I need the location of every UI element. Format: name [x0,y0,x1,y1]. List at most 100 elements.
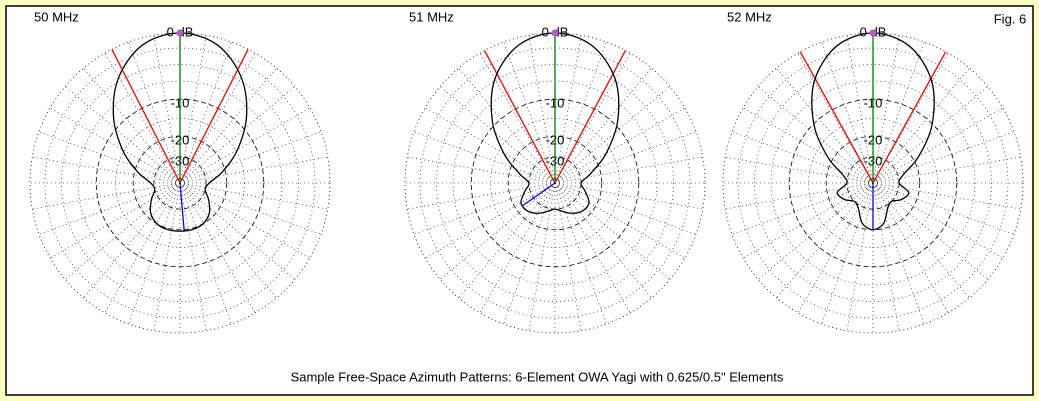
radial-grid [872,35,900,184]
back-line [179,182,185,232]
radial-grid [439,86,556,184]
radial-grid [413,131,556,184]
radial-grid [83,182,181,299]
figure-label: Fig. 6 [994,11,1027,26]
radial-grid [554,35,582,184]
radial-grid [742,107,874,184]
radial-grid [458,182,556,299]
radial-grid [179,131,322,184]
radial-grid [32,156,181,184]
ring-grid [419,47,691,319]
pattern [811,32,935,231]
radial-grid [479,52,556,184]
radial-grid [32,182,181,210]
beamwidth-line [799,51,874,184]
ring-tick [404,32,706,334]
radial-grid [757,182,874,280]
radial-grid [757,86,874,184]
ring-tick [722,32,1024,334]
radial-grid [821,182,874,325]
radial-grid [872,86,989,184]
radial-grid [554,182,671,280]
pattern [490,32,620,214]
radial-grid [64,182,181,280]
radial-grid [407,182,556,210]
radial-grid [554,41,607,184]
radial-grid [872,41,925,184]
radial-grid [458,67,556,184]
radial-grid [179,156,328,184]
ring-grid [770,80,976,286]
radial-grid [731,182,874,235]
ring-grid [737,47,1009,319]
beamwidth-line [484,50,556,184]
radial-grid [554,182,703,210]
plot-title: 51 MHz [409,9,454,24]
radial-grid [503,182,556,325]
radial-grid [872,182,900,331]
radial-grid [554,182,686,259]
radial-grid [554,182,652,299]
radial-grid [49,107,181,184]
radial-grid [479,182,556,314]
radial-grid [554,52,631,184]
radial-grid [179,182,296,280]
radial-grid [179,182,207,331]
ring-grid [44,47,316,319]
radial-grid [38,182,181,235]
ring-grid [77,80,283,286]
radial-grid [554,86,671,184]
radial-grid [128,41,181,184]
peak-dot [551,29,559,37]
radial-grid [725,182,874,210]
ring-tick [29,32,331,334]
radial-grid [413,182,556,235]
radial-grid [179,107,311,184]
radial-grid [128,182,181,325]
radial-grid [872,156,1021,184]
radial-grid [725,156,874,184]
radial-grid [742,182,874,259]
radial-grid [503,41,556,184]
radial-grid [407,156,556,184]
radial-grid [153,182,181,331]
radial-grid [49,182,181,259]
radial-grid [179,182,328,210]
radial-grid [83,67,181,184]
radial-grid [554,182,697,235]
radial-grid [528,35,556,184]
radial-grid [153,35,181,184]
radial-grid [872,182,1004,259]
radial-grid [424,182,556,259]
radial-grid [179,182,277,299]
radial-grid [179,41,232,184]
radial-grid [179,182,311,259]
radial-grid [872,182,949,314]
ring-grid [436,64,674,302]
radial-grid [104,52,181,184]
radial-grid [731,131,874,184]
radial-grid [38,131,181,184]
ring-grid [452,80,658,286]
peak-dot [869,29,877,37]
radial-grid [872,182,989,280]
radial-grid [872,182,1015,235]
radial-grid [528,182,556,331]
radial-grid [439,182,556,280]
pattern [112,32,248,232]
beamwidth-line [554,50,626,184]
radial-grid [554,131,697,184]
back-line [522,182,556,207]
radial-grid [179,182,256,314]
beamwidth-line [872,51,947,184]
ring-grid [490,118,620,248]
radial-grid [554,182,582,331]
radial-grid [872,182,925,325]
ring-grid [115,118,245,248]
radial-grid [179,182,232,325]
radial-grid [179,52,256,184]
radial-grid [554,182,631,314]
radial-grid [179,182,322,235]
